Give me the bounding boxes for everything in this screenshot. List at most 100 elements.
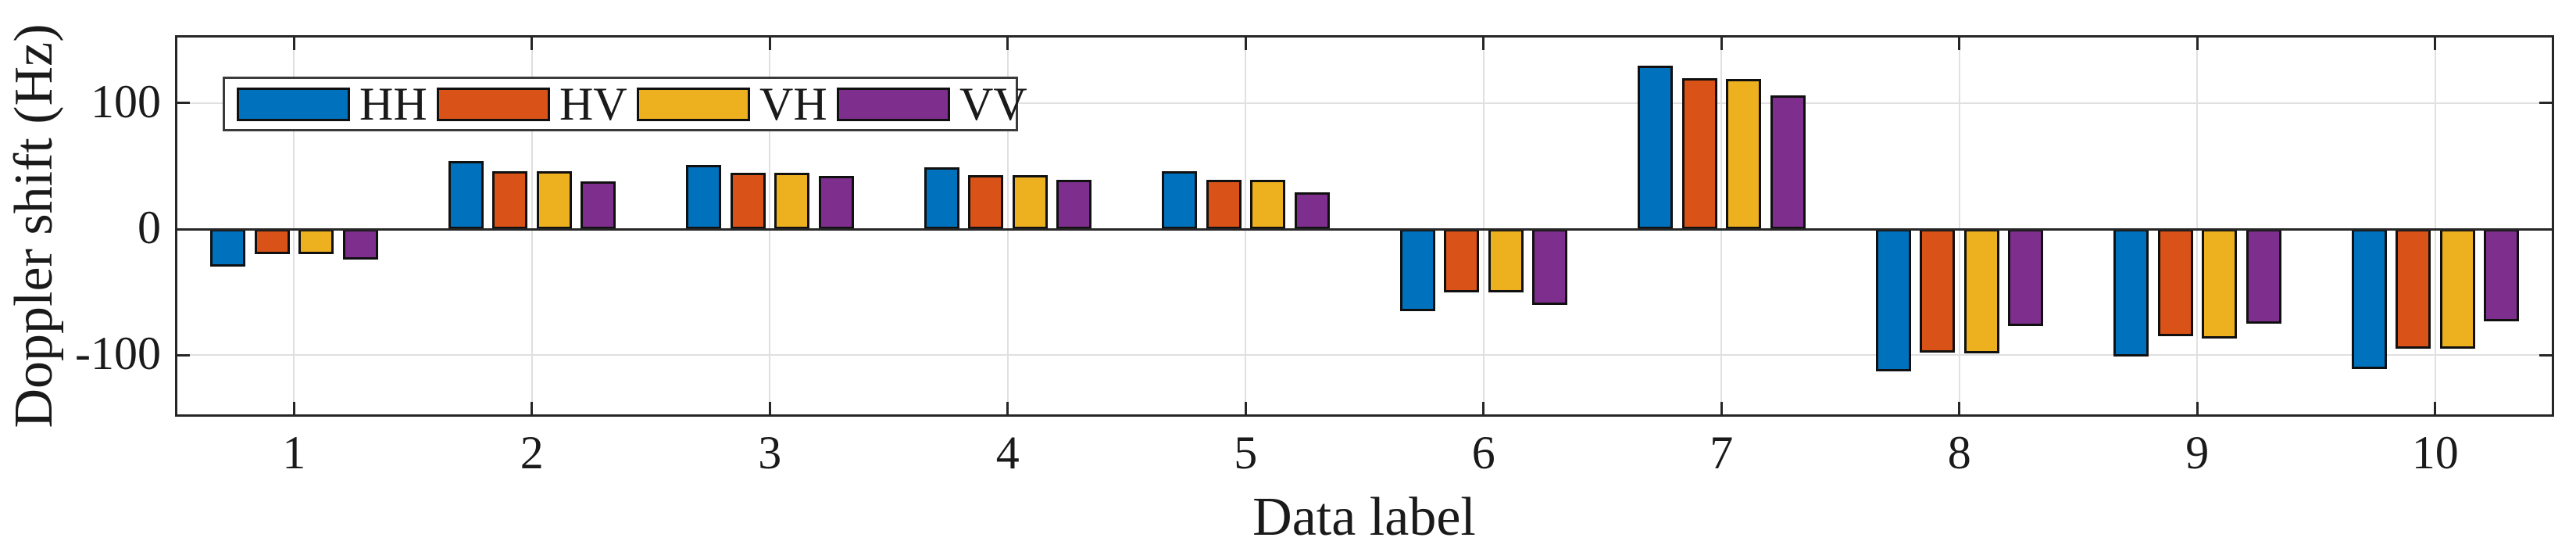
x-axis-tick [1720,38,1723,50]
legend-entry-hv: HV [437,79,627,129]
y-axis-tick [2539,102,2552,105]
x-axis-tick [1720,402,1723,414]
bar-hh-2 [448,161,484,230]
bar-vh-4 [1012,174,1048,230]
bar-hh-5 [1162,170,1197,230]
x-tick-label: 5 [1234,427,1258,478]
legend-entry-hh: HH [237,79,427,129]
x-axis-tick [531,402,534,414]
y-tick-label: 100 [91,76,161,128]
bar-vh-7 [1726,79,1761,230]
bar-vv-5 [1294,192,1330,230]
x-axis-tick [2434,402,2437,414]
x-axis-tick [292,402,295,414]
x-axis-tick [1958,38,1961,50]
y-axis-tick [177,353,190,357]
x-tick-label: 6 [1471,427,1495,478]
y-axis-tick [177,102,190,105]
bar-vh-8 [1963,229,1999,354]
v-gridline [293,38,295,414]
x-axis-tick [2195,402,2199,414]
x-axis-tick [1006,402,1009,414]
x-tick-label: 4 [995,427,1020,478]
x-axis-tick [531,38,534,50]
v-gridline [1720,38,1723,414]
legend-label-hv: HV [559,78,627,130]
bar-vv-6 [1532,229,1567,305]
x-tick-label: 2 [520,427,544,478]
x-axis-tick [1244,38,1247,50]
bar-vh-6 [1488,229,1524,292]
bar-vv-7 [1770,95,1806,230]
legend-entry-vh: VH [637,79,827,129]
v-gridline [531,38,533,414]
legend-swatch-vh [637,87,750,121]
x-axis-tick [292,38,295,50]
v-gridline [1482,38,1485,414]
legend-swatch-vv [837,87,950,121]
bar-vv-3 [818,176,854,230]
bar-hv-8 [1920,229,1955,353]
x-tick-label: 7 [1710,427,1734,478]
v-gridline [1245,38,1247,414]
bar-hh-1 [210,229,245,267]
x-tick-label: 1 [282,427,306,478]
v-gridline [769,38,771,414]
x-axis-tick [1482,402,1485,414]
bar-hh-9 [2113,229,2149,357]
x-axis-label: Data label [1252,487,1476,547]
bar-hh-3 [686,164,721,229]
y-axis-tick [177,228,190,231]
v-gridline [2434,38,2436,414]
bar-vv-2 [581,181,616,229]
legend-entry-vv: VV [837,79,1027,129]
y-tick-label: 0 [138,202,161,254]
x-axis-tick [1006,38,1009,50]
bar-hh-10 [2351,229,2387,369]
bar-vv-10 [2484,229,2519,321]
y-axis-label: Doppler shift (Hz) [4,23,64,428]
zero-line [175,228,2554,231]
bar-vh-1 [298,229,334,255]
bar-vh-9 [2202,229,2237,339]
bar-vv-4 [1056,180,1091,229]
legend-label-vv: VV [959,78,1027,130]
bar-vh-5 [1250,180,1285,229]
bar-hh-7 [1638,65,1673,229]
bar-hv-7 [1681,77,1717,230]
legend-label-hh: HH [359,78,427,130]
bar-hv-9 [2157,229,2193,336]
legend: HH HV VH VV [223,77,1027,131]
bar-hv-4 [968,174,1003,230]
bar-vv-1 [342,229,378,260]
x-axis-tick [768,402,771,414]
x-axis-tick [1482,38,1485,50]
bar-hv-6 [1444,229,1479,292]
bar-vv-8 [2008,229,2043,327]
bar-vh-2 [536,170,572,230]
bar-vh-3 [774,172,809,230]
bar-hh-4 [924,167,959,229]
y-axis-tick [2539,353,2552,357]
bar-hv-1 [254,229,290,255]
y-axis-tick [2539,228,2552,231]
bar-hv-5 [1206,180,1242,229]
x-tick-label: 10 [2411,427,2459,478]
y-tick-label: -100 [75,328,161,380]
h-gridline [177,354,2552,357]
bar-hv-2 [492,170,527,230]
bar-vh-10 [2439,229,2475,349]
legend-swatch-hv [437,87,550,121]
x-tick-label: 9 [2185,427,2210,478]
bar-vv-9 [2246,229,2281,324]
x-axis-tick [2434,38,2437,50]
bar-hv-10 [2396,229,2431,349]
x-tick-label: 3 [758,427,782,478]
legend-label-vh: VH [759,78,827,130]
x-tick-label: 8 [1947,427,1971,478]
x-axis-tick [1958,402,1961,414]
x-axis-tick [1244,402,1247,414]
bar-hv-3 [730,172,766,230]
v-gridline [1958,38,1960,414]
